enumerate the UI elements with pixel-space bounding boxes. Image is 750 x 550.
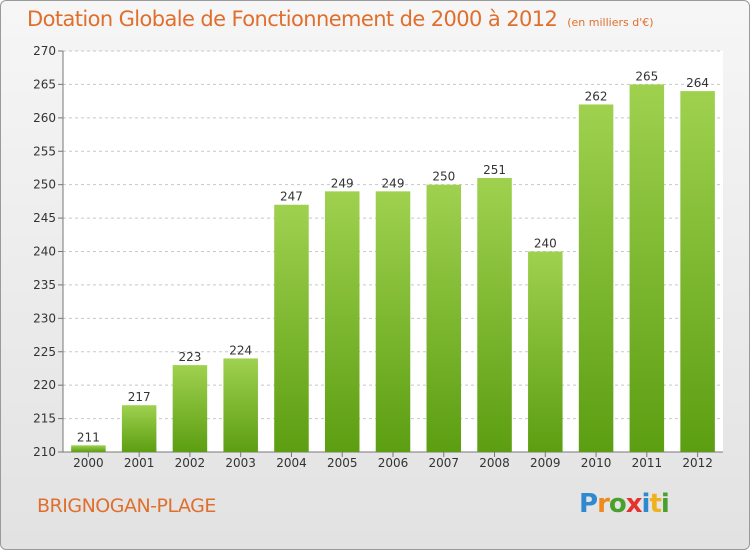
bar <box>71 445 106 452</box>
bar <box>223 358 258 452</box>
y-tick-label: 215 <box>33 412 56 426</box>
data-label: 217 <box>128 390 151 404</box>
data-label: 264 <box>686 76 709 90</box>
bar <box>172 365 208 452</box>
x-tick-label: 2005 <box>327 456 358 470</box>
x-tick-label: 2009 <box>530 456 561 470</box>
bar <box>274 204 309 452</box>
y-tick-label: 260 <box>33 111 56 125</box>
logo-letter: x <box>625 489 643 519</box>
data-label: 223 <box>178 350 201 364</box>
y-tick-label: 230 <box>33 311 56 325</box>
data-label: 250 <box>432 170 455 184</box>
chart-subtitle: (en milliers d'€) <box>567 16 654 29</box>
y-tick-label: 270 <box>33 44 56 58</box>
chart-title: Dotation Globale de Fonctionnement de 20… <box>27 7 654 31</box>
data-label: 251 <box>483 163 506 177</box>
commune-name: BRIGNOGAN-PLAGE <box>37 495 216 517</box>
logo-letter: o <box>608 489 627 519</box>
bar <box>121 405 157 452</box>
data-label: 211 <box>77 430 100 444</box>
x-tick-label: 2007 <box>428 456 459 470</box>
x-tick-label: 2000 <box>73 456 104 470</box>
x-tick-label: 2012 <box>682 456 713 470</box>
bar <box>578 104 614 452</box>
data-label: 224 <box>229 343 252 357</box>
logo-letter: r <box>597 489 610 519</box>
logo-letter: i <box>641 489 651 519</box>
data-label: 240 <box>534 237 557 251</box>
y-tick-label: 255 <box>33 144 56 158</box>
data-label: 262 <box>585 89 608 103</box>
logo-letter: i <box>660 489 670 519</box>
data-label: 247 <box>280 190 303 204</box>
x-tick-label: 2004 <box>276 456 307 470</box>
y-tick-label: 220 <box>33 378 56 392</box>
x-tick-label: 2001 <box>124 456 155 470</box>
chart-title-text: Dotation Globale de Fonctionnement de 20… <box>27 7 558 31</box>
bar <box>477 177 512 452</box>
logo-letter: t <box>649 489 661 519</box>
x-tick-label: 2011 <box>632 456 663 470</box>
y-tick-label: 240 <box>33 245 56 259</box>
x-tick-label: 2008 <box>479 456 510 470</box>
bar <box>680 91 715 452</box>
bar <box>528 251 563 452</box>
y-tick-label: 265 <box>33 77 56 91</box>
bar <box>629 84 665 453</box>
x-tick-label: 2002 <box>175 456 206 470</box>
x-tick-label: 2006 <box>378 456 409 470</box>
proxiti-logo[interactable]: Proxiti <box>579 489 670 519</box>
bar <box>324 191 360 452</box>
y-tick-label: 250 <box>33 178 56 192</box>
y-tick-label: 225 <box>33 345 56 359</box>
data-label: 249 <box>331 176 354 190</box>
x-tick-label: 2010 <box>581 456 612 470</box>
y-tick-label: 235 <box>33 278 56 292</box>
data-label: 265 <box>635 69 658 83</box>
y-tick-label: 210 <box>33 445 56 459</box>
bar <box>426 184 462 452</box>
data-label: 249 <box>382 176 405 190</box>
bar <box>375 191 411 452</box>
y-tick-label: 245 <box>33 211 56 225</box>
logo-letter: P <box>579 489 598 519</box>
x-tick-label: 2003 <box>225 456 256 470</box>
bar-chart: 210 215 220 225 230 235 240 245 250 255 260 265 270 2… <box>33 44 723 470</box>
